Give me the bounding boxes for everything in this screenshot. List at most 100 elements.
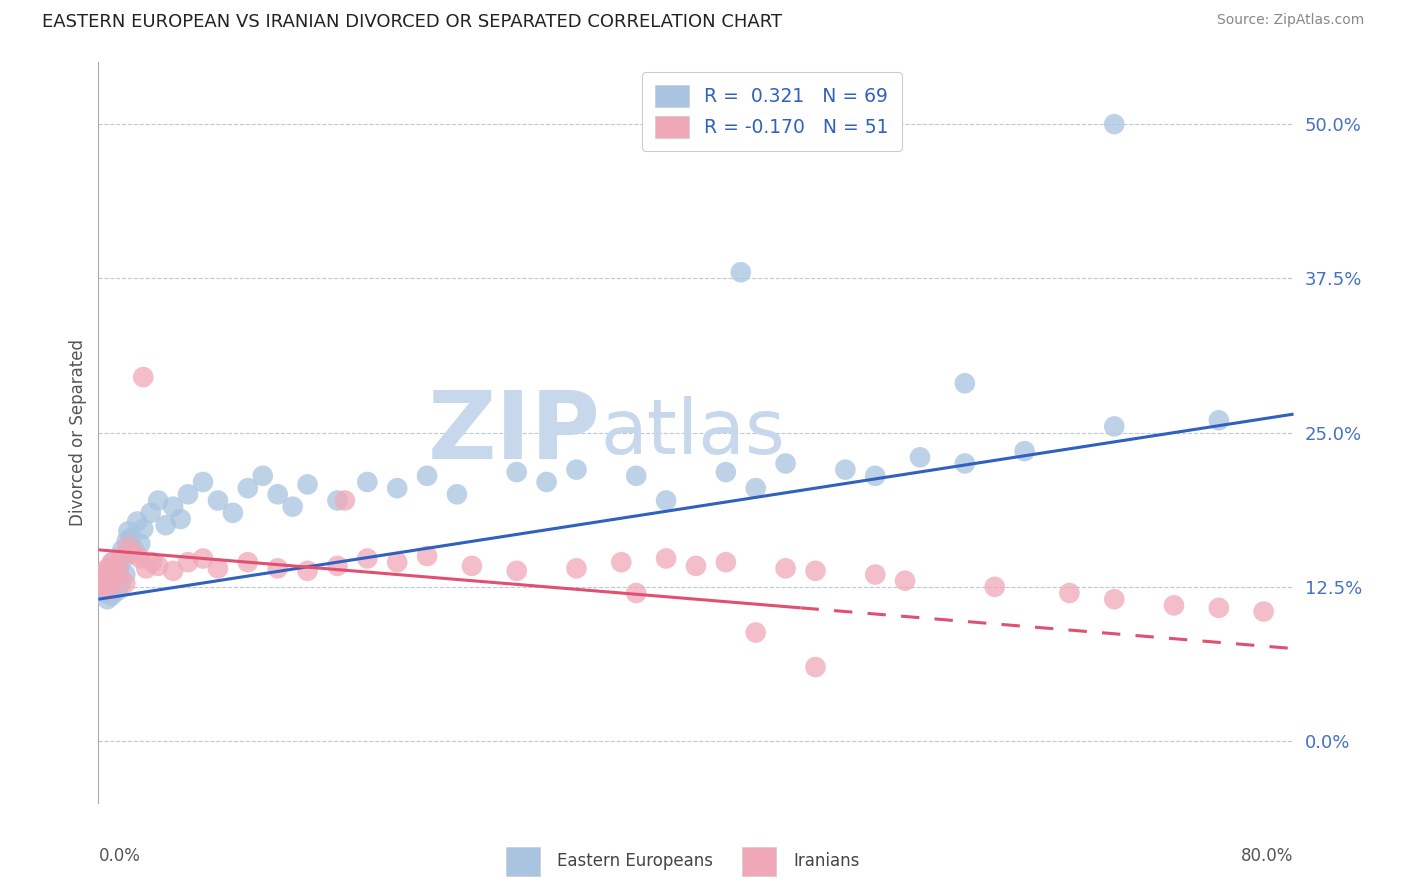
Point bbox=[1104, 592, 1126, 607]
Point bbox=[281, 500, 304, 514]
Point bbox=[115, 534, 138, 549]
Point bbox=[626, 468, 648, 483]
Point bbox=[610, 555, 633, 569]
Point bbox=[141, 555, 163, 569]
Text: ZIP: ZIP bbox=[427, 386, 600, 479]
Point bbox=[1059, 586, 1081, 600]
Point bbox=[191, 475, 214, 489]
Point bbox=[626, 586, 648, 600]
Point bbox=[267, 487, 290, 501]
Point bbox=[177, 555, 200, 569]
Point bbox=[155, 518, 177, 533]
Point bbox=[236, 555, 259, 569]
Point bbox=[94, 586, 117, 600]
FancyBboxPatch shape bbox=[742, 847, 776, 876]
Point bbox=[93, 567, 115, 582]
Point bbox=[90, 574, 112, 588]
Point bbox=[908, 450, 931, 465]
Point bbox=[865, 468, 887, 483]
Point bbox=[101, 589, 124, 603]
Point bbox=[148, 558, 170, 573]
Point bbox=[114, 576, 136, 591]
Point bbox=[132, 522, 155, 536]
Point bbox=[207, 493, 229, 508]
Point bbox=[865, 567, 887, 582]
Point bbox=[714, 555, 737, 569]
Point bbox=[222, 506, 245, 520]
Point bbox=[98, 580, 122, 594]
Point bbox=[297, 477, 319, 491]
Point bbox=[1104, 419, 1126, 434]
Point bbox=[252, 468, 274, 483]
Point bbox=[135, 561, 157, 575]
Point bbox=[112, 551, 135, 566]
Point bbox=[97, 583, 120, 598]
Point bbox=[107, 583, 129, 598]
Point bbox=[536, 475, 558, 489]
Point bbox=[326, 493, 349, 508]
Point bbox=[124, 542, 146, 557]
Point bbox=[103, 555, 125, 569]
Point bbox=[111, 542, 134, 557]
Point bbox=[385, 481, 409, 495]
Point bbox=[96, 592, 118, 607]
Point bbox=[326, 558, 349, 573]
Point bbox=[124, 547, 146, 561]
Point bbox=[446, 487, 468, 501]
Point bbox=[97, 561, 120, 575]
Point bbox=[565, 462, 588, 476]
Point bbox=[775, 561, 797, 575]
Point bbox=[1014, 444, 1036, 458]
Text: 0.0%: 0.0% bbox=[98, 847, 141, 865]
Point bbox=[191, 551, 214, 566]
Point bbox=[984, 580, 1007, 594]
Point bbox=[105, 558, 128, 573]
Point bbox=[267, 561, 290, 575]
Point bbox=[117, 524, 139, 539]
Point bbox=[129, 536, 152, 550]
Text: atlas: atlas bbox=[600, 396, 785, 469]
Point bbox=[96, 561, 118, 575]
Text: EASTERN EUROPEAN VS IRANIAN DIVORCED OR SEPARATED CORRELATION CHART: EASTERN EUROPEAN VS IRANIAN DIVORCED OR … bbox=[42, 13, 782, 31]
Point bbox=[114, 567, 136, 582]
Point bbox=[714, 465, 737, 479]
Point bbox=[506, 465, 529, 479]
Text: Iranians: Iranians bbox=[793, 852, 859, 870]
Point bbox=[98, 564, 122, 578]
Text: 80.0%: 80.0% bbox=[1241, 847, 1294, 865]
Point bbox=[236, 481, 259, 495]
Point bbox=[1104, 117, 1126, 131]
Point bbox=[207, 561, 229, 575]
Point bbox=[108, 558, 131, 573]
Point bbox=[565, 561, 588, 575]
Point bbox=[105, 564, 128, 578]
Point bbox=[139, 506, 162, 520]
Point bbox=[416, 549, 439, 563]
FancyBboxPatch shape bbox=[506, 847, 540, 876]
Point bbox=[117, 539, 139, 553]
Point bbox=[111, 549, 134, 563]
Point bbox=[1253, 605, 1275, 619]
Point bbox=[775, 457, 797, 471]
Point bbox=[1163, 599, 1185, 613]
Point bbox=[1208, 600, 1230, 615]
Point bbox=[108, 567, 131, 582]
Point bbox=[162, 564, 184, 578]
Point bbox=[655, 551, 678, 566]
Point bbox=[94, 580, 117, 594]
Point bbox=[91, 576, 114, 591]
Point bbox=[953, 376, 976, 391]
Point bbox=[685, 558, 707, 573]
Point bbox=[745, 481, 768, 495]
Point bbox=[162, 500, 184, 514]
Point bbox=[101, 555, 124, 569]
Point bbox=[804, 564, 827, 578]
Point bbox=[745, 625, 768, 640]
Point bbox=[461, 558, 484, 573]
Point bbox=[894, 574, 917, 588]
Point bbox=[90, 574, 112, 588]
Point bbox=[1208, 413, 1230, 427]
Point bbox=[148, 493, 170, 508]
Text: Eastern Europeans: Eastern Europeans bbox=[557, 852, 713, 870]
Point bbox=[297, 564, 319, 578]
